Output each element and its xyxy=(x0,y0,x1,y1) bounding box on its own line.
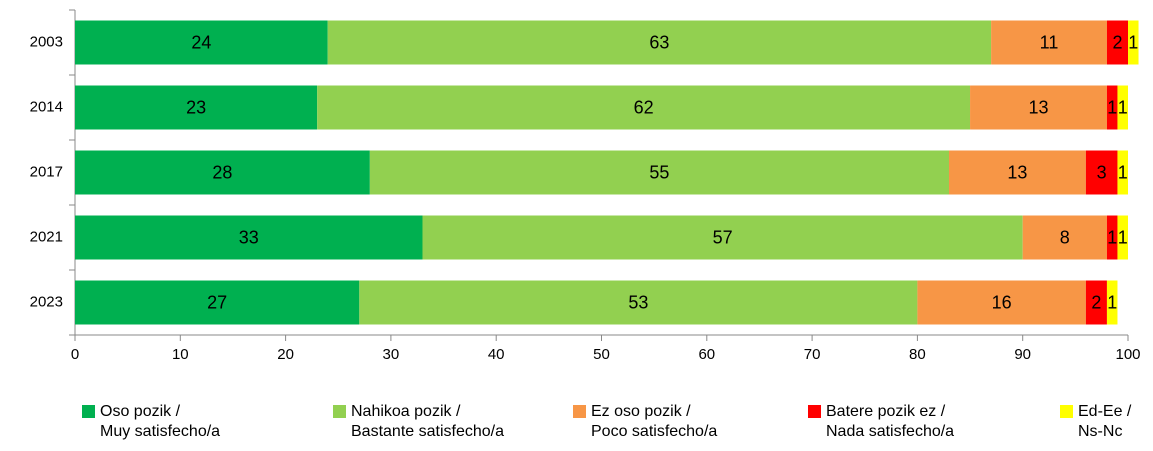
data-label: 62 xyxy=(634,97,654,117)
legend-label: Batere pozik ez / Nada satisfecho/a xyxy=(826,403,955,440)
legend-label: Nahikoa pozik / Bastante satisfecho/a xyxy=(351,403,504,440)
legend-item: Nahikoa pozik / Bastante satisfecho/a xyxy=(333,402,504,442)
bar-segment xyxy=(75,215,423,260)
bar-segment xyxy=(75,150,370,195)
data-label: 57 xyxy=(713,227,733,247)
data-label: 1 xyxy=(1107,292,1117,312)
legend-swatch xyxy=(82,405,95,418)
bar-segment xyxy=(1106,85,1118,130)
bar-segment xyxy=(317,85,971,130)
legend-label: Ez oso pozik / Poco satisfecho/a xyxy=(591,403,718,440)
data-label: 1 xyxy=(1118,97,1128,117)
legend-label: Ed-Ee / Ns-Nc xyxy=(1078,403,1132,440)
data-label: 13 xyxy=(1028,97,1048,117)
bar-segment xyxy=(1085,150,1118,195)
bar-segment xyxy=(75,85,318,130)
legend-item: Ed-Ee / Ns-Nc xyxy=(1060,402,1131,442)
legend-label: Oso pozik / Muy satisfecho/a xyxy=(100,403,221,440)
bar-segment xyxy=(422,215,1023,260)
legend-item: Ez oso pozik / Poco satisfecho/a xyxy=(573,402,717,442)
data-label: 2 xyxy=(1091,292,1101,312)
y-tick-label: 2017 xyxy=(30,163,63,180)
data-label: 1 xyxy=(1118,227,1128,247)
y-tick-label: 2021 xyxy=(30,228,63,245)
bar-segment xyxy=(75,280,360,325)
y-tick-label: 2014 xyxy=(30,98,63,115)
data-label: 16 xyxy=(992,292,1012,312)
x-tick-label: 70 xyxy=(804,346,821,363)
x-tick-label: 50 xyxy=(593,346,610,363)
data-label: 2 xyxy=(1112,32,1122,52)
bar-segment xyxy=(1106,215,1118,260)
legend-swatch xyxy=(1060,405,1073,418)
data-label: 27 xyxy=(207,292,227,312)
data-label: 55 xyxy=(649,162,669,182)
data-label: 28 xyxy=(212,162,232,182)
x-tick-label: 100 xyxy=(1115,346,1140,363)
legend-swatch xyxy=(808,405,821,418)
bar-segment xyxy=(948,150,1086,195)
legend-item: Batere pozik ez / Nada satisfecho/a xyxy=(808,402,954,442)
legend-swatch xyxy=(333,405,346,418)
data-label: 63 xyxy=(649,32,669,52)
bar-segment xyxy=(1128,20,1139,65)
data-label: 24 xyxy=(191,32,211,52)
x-tick-label: 20 xyxy=(277,346,294,363)
data-label: 11 xyxy=(1040,32,1059,52)
bar-segment xyxy=(1022,215,1107,260)
data-label: 33 xyxy=(239,227,259,247)
data-label: 1 xyxy=(1128,32,1138,52)
y-tick-label: 2023 xyxy=(30,293,63,310)
data-label: 53 xyxy=(628,292,648,312)
bar-segment xyxy=(1117,85,1128,130)
x-tick-label: 90 xyxy=(1014,346,1031,363)
x-tick-label: 80 xyxy=(909,346,926,363)
bar-segment xyxy=(1106,280,1118,325)
data-label: 1 xyxy=(1107,227,1117,247)
data-label: 1 xyxy=(1107,97,1117,117)
bar-segment xyxy=(75,20,328,65)
x-tick-label: 10 xyxy=(172,346,189,363)
data-label: 23 xyxy=(186,97,206,117)
x-tick-label: 30 xyxy=(383,346,400,363)
legend-swatch xyxy=(573,405,586,418)
bar-segment xyxy=(327,20,992,65)
legend-item: Oso pozik / Muy satisfecho/a xyxy=(82,402,220,442)
data-label: 1 xyxy=(1118,162,1128,182)
data-label: 3 xyxy=(1097,162,1107,182)
bar-segment xyxy=(1117,150,1128,195)
bar-segment xyxy=(359,280,918,325)
x-tick-label: 40 xyxy=(488,346,505,363)
data-label: 8 xyxy=(1060,227,1070,247)
bar-segment xyxy=(369,150,949,195)
bar-segment xyxy=(917,280,1086,325)
x-tick-label: 60 xyxy=(698,346,715,363)
bar-segment xyxy=(1106,20,1128,65)
x-tick-label: 0 xyxy=(71,346,79,363)
data-label: 13 xyxy=(1007,162,1027,182)
bar-segment xyxy=(1085,280,1107,325)
bar-segment xyxy=(1117,215,1128,260)
y-tick-label: 2003 xyxy=(30,33,63,50)
bar-segment xyxy=(970,85,1107,130)
bar-segment xyxy=(991,20,1107,65)
